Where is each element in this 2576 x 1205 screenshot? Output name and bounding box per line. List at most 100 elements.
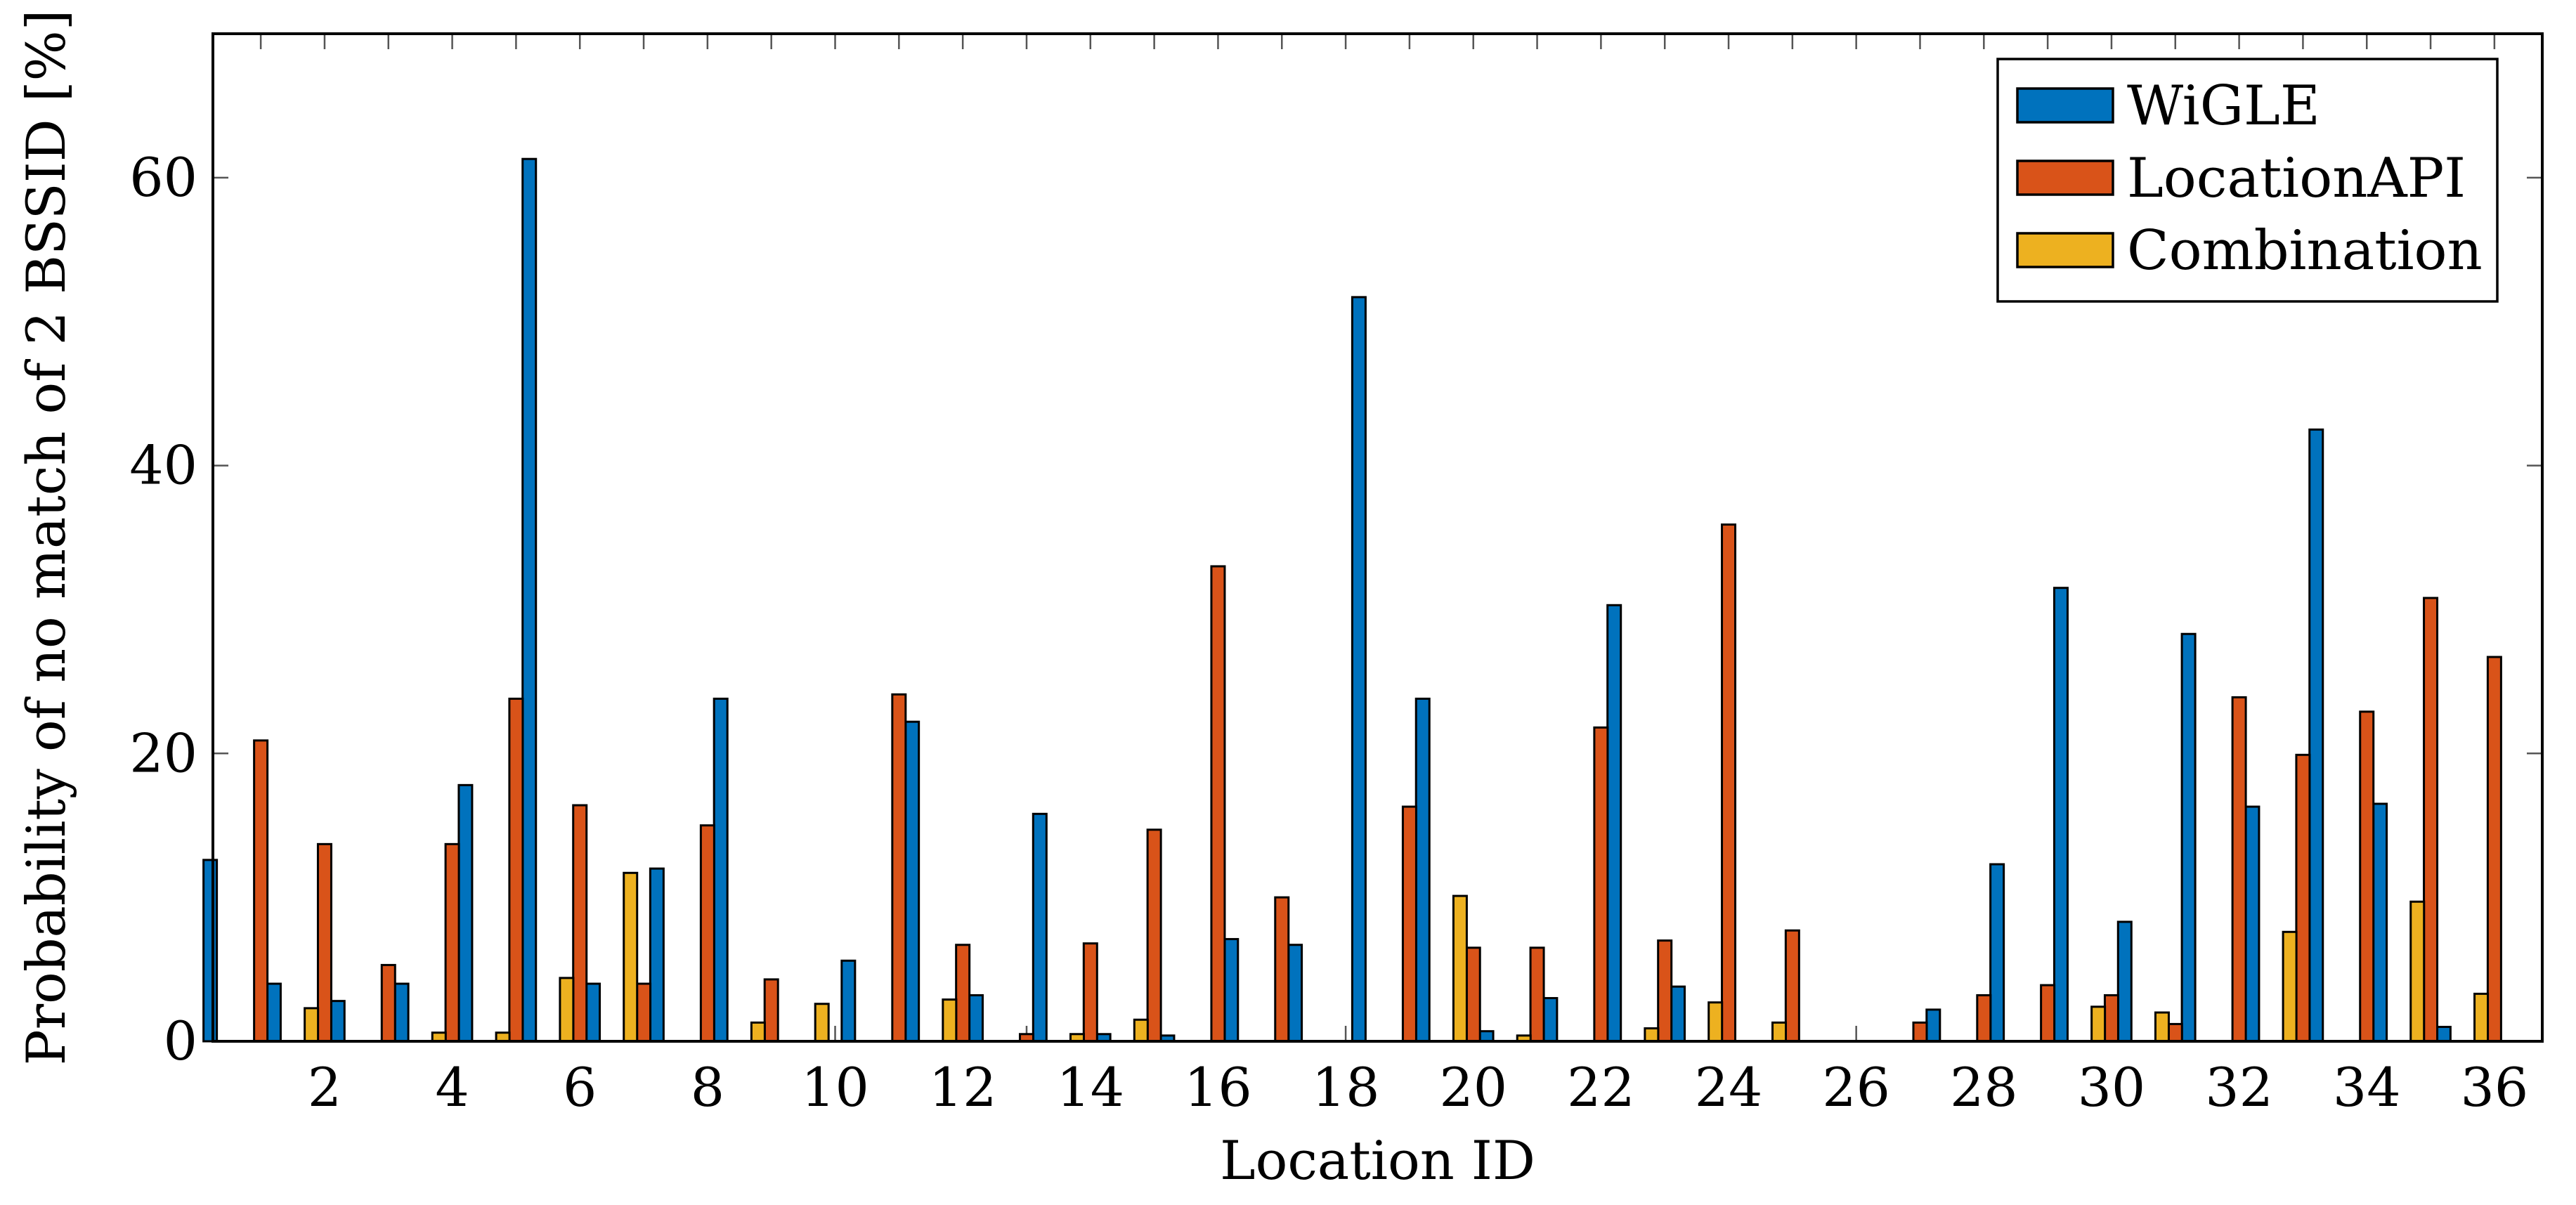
bar-wigle-29 — [1989, 863, 2005, 1043]
bar-locationapi-32 — [2231, 696, 2247, 1043]
x-tick-label: 32 — [2205, 1056, 2273, 1119]
bar-locationapi-21 — [1529, 946, 1545, 1043]
bar-locationapi-30 — [2103, 994, 2119, 1043]
plot-frame — [212, 32, 2544, 1043]
x-tick-label: 10 — [801, 1056, 869, 1119]
bar-wigle-4 — [393, 982, 410, 1043]
bar-combination-9 — [814, 1003, 830, 1043]
bar-locationapi-29 — [2040, 984, 2056, 1043]
bar-combination-6 — [623, 871, 639, 1043]
bar-locationapi-14 — [1082, 942, 1098, 1043]
bar-wigle-7 — [585, 982, 601, 1043]
x-tick-label: 36 — [2461, 1056, 2529, 1119]
bar-wigle-23 — [1606, 604, 1622, 1043]
bar-wigle-3 — [330, 1000, 346, 1043]
bar-locationapi-31 — [2167, 1022, 2183, 1043]
legend: WiGLE LocationAPI Combination — [1996, 58, 2499, 303]
bar-locationapi-20 — [1465, 946, 1481, 1043]
bar-locationapi-19 — [1401, 805, 1417, 1043]
bar-locationapi-27 — [1912, 1021, 1928, 1043]
bar-combination-5 — [559, 977, 575, 1043]
bar-locationapi-35 — [2423, 597, 2439, 1043]
bar-locationapi-22 — [1593, 726, 1609, 1043]
bar-wigle-12 — [904, 720, 921, 1043]
x-tick-label: 18 — [1312, 1056, 1380, 1119]
bar-combination-29 — [2090, 1005, 2107, 1043]
legend-swatch-combination — [2016, 232, 2114, 268]
bar-locationapi-9 — [763, 978, 779, 1043]
x-tick-label: 6 — [563, 1056, 597, 1119]
bar-locationapi-15 — [1146, 828, 1162, 1043]
bar-wigle-22 — [1542, 997, 1559, 1043]
y-axis-title: Probability of no match of 2 BSSID [%] — [15, 10, 77, 1066]
bar-wigle-17 — [1223, 938, 1240, 1043]
bar-combination-14 — [1133, 1018, 1149, 1043]
bar-wigle-2 — [266, 982, 282, 1043]
bar-locationapi-34 — [2359, 710, 2375, 1043]
bar-wigle-36 — [2435, 1026, 2452, 1043]
legend-label-wigle: WiGLE — [2127, 74, 2320, 138]
x-tick-label: 34 — [2333, 1056, 2401, 1119]
bar-combination-35 — [2473, 992, 2490, 1043]
bar-locationapi-11 — [891, 693, 907, 1043]
bar-locationapi-6 — [572, 804, 588, 1043]
bar-wigle-21 — [1478, 1030, 1495, 1043]
bar-locationapi-25 — [1784, 929, 1800, 1043]
bar-wigle-19 — [1351, 296, 1367, 1043]
x-tick-label: 8 — [691, 1056, 724, 1119]
bar-wigle-28 — [1925, 1008, 1941, 1043]
bar-locationapi-1 — [253, 739, 269, 1043]
bar-wigle-32 — [2180, 632, 2197, 1043]
x-tick-label: 14 — [1056, 1056, 1124, 1119]
bar-wigle-30 — [2053, 587, 2069, 1043]
bar-locationapi-17 — [1274, 896, 1290, 1043]
x-tick-label: 30 — [2078, 1056, 2146, 1119]
bar-locationapi-8 — [699, 824, 715, 1043]
bar-locationapi-24 — [1721, 523, 1737, 1043]
bar-wigle-31 — [2116, 920, 2133, 1043]
x-axis-title: Location ID — [1220, 1129, 1535, 1192]
x-tick-label: 28 — [1950, 1056, 2018, 1119]
y-tick-label: 0 — [164, 1010, 197, 1072]
bar-combination-34 — [2409, 900, 2426, 1043]
bar-locationapi-2 — [316, 842, 332, 1043]
y-tick-label: 40 — [129, 434, 197, 497]
bar-locationapi-16 — [1210, 565, 1226, 1043]
bar-combination-8 — [750, 1021, 766, 1043]
bar-locationapi-3 — [380, 963, 396, 1043]
bar-combination-1 — [304, 1007, 320, 1043]
bar-wigle-20 — [1414, 697, 1431, 1043]
legend-label-combination: Combination — [2127, 219, 2483, 282]
x-tick-label: 2 — [308, 1056, 341, 1119]
bar-combination-24 — [1771, 1021, 1788, 1043]
bar-wigle-6 — [521, 157, 538, 1043]
x-tick-label: 20 — [1439, 1056, 1507, 1119]
bar-locationapi-23 — [1657, 939, 1673, 1043]
bar-wigle-13 — [968, 994, 984, 1043]
bar-locationapi-5 — [508, 697, 524, 1043]
bar-wigle-33 — [2244, 805, 2260, 1043]
x-tick-label: 22 — [1567, 1056, 1635, 1119]
bar-locationapi-36 — [2486, 656, 2502, 1043]
bar-combination-19 — [1452, 894, 1468, 1043]
x-tick-label: 26 — [1822, 1056, 1890, 1119]
legend-swatch-wigle — [2016, 87, 2114, 124]
bar-combination-11 — [942, 998, 958, 1043]
bar-locationapi-7 — [636, 982, 652, 1043]
bar-combination-22 — [1644, 1027, 1660, 1043]
bar-combination-23 — [1707, 1001, 1724, 1043]
bar-wigle-9 — [713, 697, 729, 1043]
bar-locationapi-12 — [955, 944, 971, 1043]
bar-wigle-11 — [840, 959, 857, 1043]
legend-label-locationapi: LocationAPI — [2127, 147, 2466, 210]
bar-wigle-1 — [202, 859, 219, 1043]
x-tick-label: 24 — [1695, 1056, 1763, 1119]
x-tick-label: 4 — [435, 1056, 469, 1119]
x-tick-label: 16 — [1184, 1056, 1252, 1119]
bar-wigle-14 — [1032, 812, 1048, 1043]
bar-locationapi-4 — [444, 842, 460, 1043]
y-tick-label: 60 — [129, 146, 197, 209]
bar-wigle-8 — [649, 867, 665, 1043]
